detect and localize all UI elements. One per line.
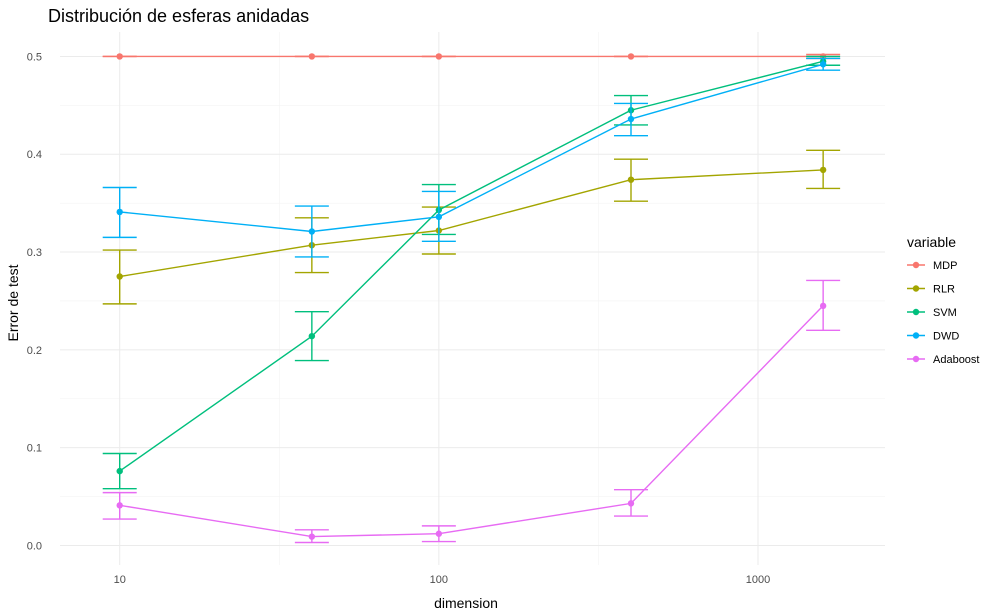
data-point: [116, 273, 123, 280]
legend-label: RLR: [933, 284, 955, 296]
y-tick-label: 0.0: [27, 540, 42, 552]
series-svm: [102, 55, 841, 490]
legend-key-point: [912, 285, 920, 292]
x-tick-label: 100: [430, 574, 448, 586]
x-axis-title: dimension: [434, 595, 498, 611]
legend-item-svm: SVM: [907, 307, 957, 319]
data-point: [819, 166, 827, 174]
data-point: [308, 332, 316, 340]
y-tick-label: 0.3: [27, 247, 42, 259]
series-adaboost: [102, 279, 841, 544]
data-point: [435, 530, 443, 537]
series-rlr: [102, 149, 841, 305]
legend-label: DWD: [933, 331, 959, 343]
series-line: [119, 63, 824, 233]
data-point: [308, 228, 316, 235]
data-point: [819, 302, 827, 310]
legend-label: SVM: [933, 307, 957, 319]
data-point: [435, 213, 443, 221]
y-axis: 0.0 0.1 0.2 0.3 0.4 0.5: [27, 51, 42, 552]
legend-key-point: [912, 355, 920, 363]
legend-title: variable: [907, 234, 956, 250]
series-mdp: [102, 53, 841, 60]
data-point: [308, 533, 316, 540]
y-tick-label: 0.4: [27, 149, 42, 161]
legend-label: Adaboost: [933, 354, 979, 366]
data-point: [627, 115, 635, 123]
legend-key-point: [912, 308, 920, 316]
y-axis-title: Error de test: [5, 264, 21, 341]
y-tick-label: 0.2: [27, 345, 42, 357]
plot-area: [102, 53, 841, 544]
data-point: [627, 53, 635, 60]
data-point: [116, 53, 123, 60]
chart-title: Distribución de esferas anidadas: [48, 6, 309, 26]
legend-key-point: [912, 332, 920, 339]
legend-item-adaboost: Adaboost: [907, 354, 979, 366]
x-tick-label: 1000: [746, 574, 770, 586]
data-point: [627, 500, 635, 507]
legend-key-point: [912, 261, 920, 269]
legend-item-mdp: MDP: [907, 260, 957, 272]
series-dwd: [102, 57, 841, 258]
legend: variable MDP RLR SVM DWD Adaboost: [907, 234, 979, 366]
data-point: [116, 502, 123, 509]
y-tick-label: 0.5: [27, 51, 42, 63]
data-point: [116, 467, 123, 475]
x-axis: 10 100 1000: [114, 574, 771, 586]
data-point: [308, 53, 316, 60]
legend-label: MDP: [933, 260, 957, 272]
x-tick-label: 10: [114, 574, 126, 586]
legend-item-dwd: DWD: [907, 331, 959, 343]
data-point: [116, 208, 123, 216]
data-point: [819, 61, 827, 68]
legend-item-rlr: RLR: [907, 284, 955, 296]
data-point: [627, 176, 635, 183]
data-point: [435, 53, 443, 60]
grid: [60, 32, 885, 565]
series-line: [119, 60, 824, 472]
y-tick-label: 0.1: [27, 443, 42, 455]
series-line: [119, 305, 824, 538]
